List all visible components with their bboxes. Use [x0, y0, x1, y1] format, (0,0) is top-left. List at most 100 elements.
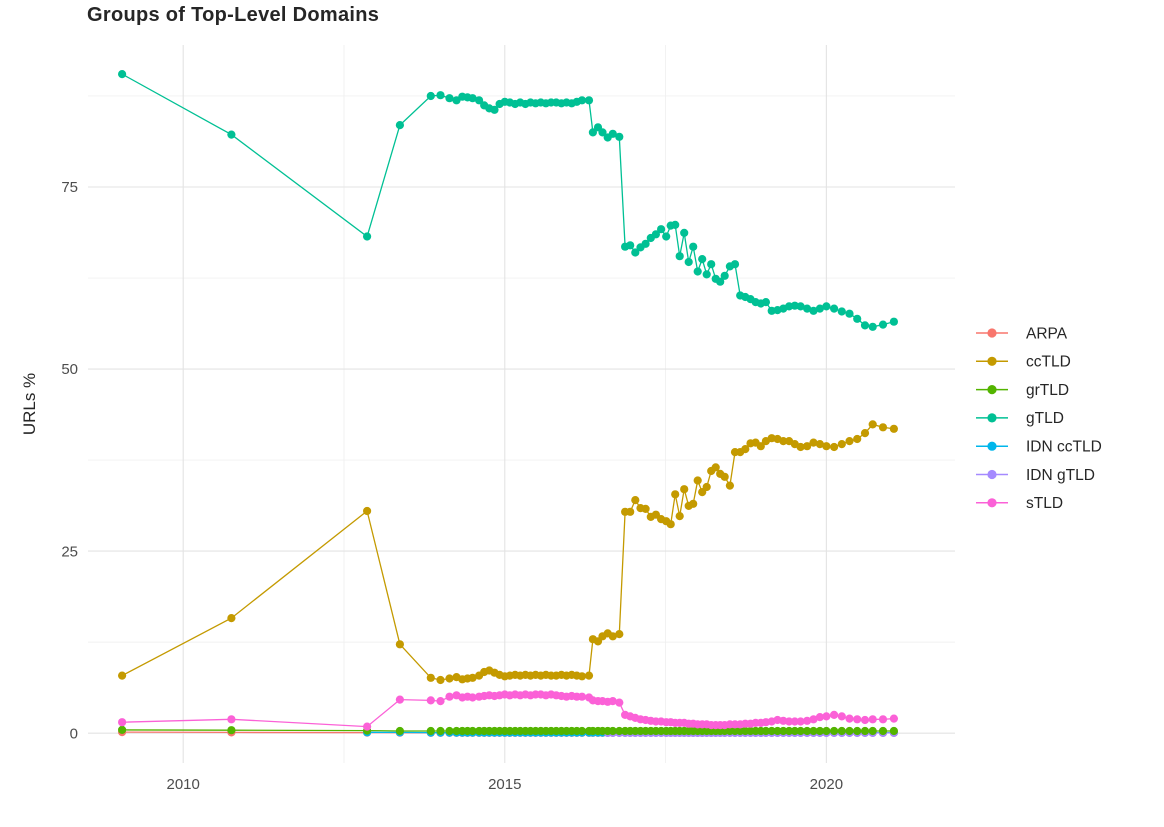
- data-point: [767, 726, 776, 736]
- data-point: [785, 726, 794, 736]
- data-point: [680, 228, 689, 237]
- data-point: [651, 230, 661, 239]
- data-point: [803, 716, 812, 725]
- data-point: [608, 726, 617, 736]
- data-point: [845, 437, 854, 446]
- data-point: [666, 520, 675, 529]
- data-point: [707, 260, 716, 269]
- data-point: [693, 476, 702, 485]
- data-point: [720, 271, 729, 280]
- data-point: [837, 307, 846, 316]
- data-point: [761, 298, 771, 307]
- data-point: [626, 507, 635, 516]
- data-point: [626, 241, 635, 250]
- data-point: [698, 255, 707, 264]
- data-point: [796, 717, 805, 726]
- data-point: [796, 442, 805, 452]
- legend-key-dot: [987, 385, 997, 395]
- grid: [88, 45, 955, 763]
- legend-label: IDN gTLD: [1026, 467, 1095, 484]
- data-point: [853, 314, 862, 323]
- data-point: [436, 91, 445, 100]
- data-point: [803, 726, 812, 736]
- legend-item-ccTLD: ccTLD: [976, 354, 1071, 371]
- data-point: [773, 726, 782, 736]
- data-point: [577, 672, 587, 681]
- data-point: [809, 438, 818, 447]
- data-point: [436, 697, 445, 706]
- data-point: [860, 429, 870, 438]
- data-point: [426, 91, 435, 101]
- data-point: [730, 260, 740, 269]
- data-point: [118, 70, 127, 79]
- legend-label: sTLD: [1026, 495, 1063, 512]
- data-point: [796, 302, 805, 311]
- data-point: [853, 434, 862, 444]
- data-point: [227, 614, 236, 623]
- data-point: [790, 717, 799, 726]
- data-point: [868, 420, 877, 429]
- data-point: [822, 712, 831, 721]
- data-point: [395, 121, 404, 130]
- data-point: [785, 717, 794, 726]
- legend-label: grTLD: [1026, 382, 1069, 399]
- legend-label: ccTLD: [1026, 354, 1071, 371]
- data-point: [395, 726, 404, 736]
- data-point: [436, 675, 445, 685]
- data-point: [860, 726, 870, 736]
- legend-label: ARPA: [1026, 325, 1068, 342]
- data-point: [452, 726, 461, 736]
- data-point: [577, 96, 587, 105]
- data-point: [741, 445, 750, 454]
- data-point: [837, 712, 846, 721]
- data-point: [720, 472, 729, 481]
- data-point: [809, 306, 818, 315]
- data-point: [426, 673, 435, 682]
- x-tick-label: 2010: [167, 776, 200, 793]
- data-point: [761, 726, 771, 736]
- data-point: [118, 718, 127, 727]
- data-point: [822, 726, 831, 736]
- data-point: [631, 248, 640, 257]
- data-point: [395, 640, 404, 649]
- legend-item-gTLD: gTLD: [976, 410, 1064, 427]
- data-point: [845, 714, 854, 723]
- data-point: [830, 304, 839, 313]
- x-tick-label: 2020: [810, 776, 843, 793]
- data-point: [815, 440, 825, 449]
- data-point: [756, 442, 765, 451]
- data-point: [490, 105, 499, 114]
- data-point: [468, 94, 477, 103]
- data-point: [689, 242, 698, 251]
- data-point: [615, 698, 624, 707]
- data-point: [118, 725, 127, 735]
- data-point: [615, 630, 624, 639]
- data-point: [445, 726, 454, 736]
- data-point: [641, 504, 650, 513]
- data-point: [693, 267, 702, 276]
- data-point: [227, 726, 236, 735]
- data-point: [815, 713, 825, 722]
- data-point: [716, 277, 725, 286]
- legend-item-IDN-ccTLD: IDN ccTLD: [976, 439, 1102, 456]
- data-point: [815, 726, 825, 736]
- data-point: [608, 632, 617, 641]
- legend-item-sTLD: sTLD: [976, 495, 1063, 512]
- data-point: [615, 132, 624, 141]
- data-point: [878, 320, 888, 329]
- data-point: [675, 252, 684, 261]
- data-point: [689, 499, 698, 508]
- data-point: [584, 671, 594, 680]
- legend-item-IDN-gTLD: IDN gTLD: [976, 467, 1095, 484]
- data-point: [779, 726, 788, 736]
- data-point: [725, 481, 735, 490]
- data-point: [845, 726, 854, 736]
- data-point: [889, 726, 899, 736]
- data-point: [803, 442, 812, 451]
- data-point: [860, 321, 870, 330]
- data-point: [837, 726, 846, 736]
- data-point: [657, 225, 666, 234]
- data-point: [830, 726, 839, 736]
- y-tick-label: 0: [70, 725, 78, 742]
